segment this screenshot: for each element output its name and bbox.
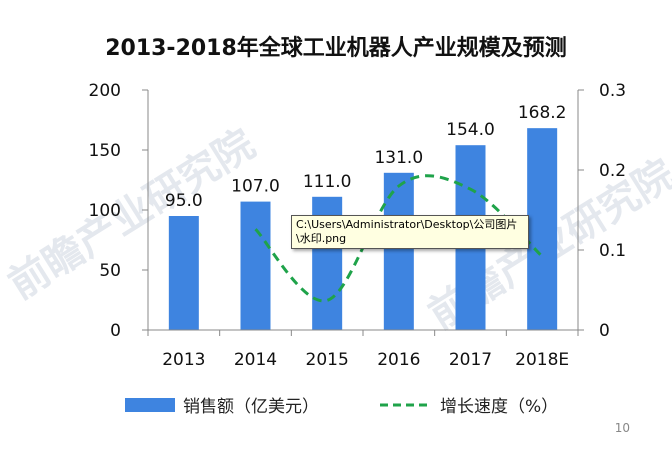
growth-line-layer [254, 174, 544, 303]
bar-2013 [168, 216, 199, 330]
chart-title: 2013-2018年全球工业机器人产业规模及预测 [105, 35, 567, 61]
data-label-2018E: 168.2 [518, 103, 567, 123]
data-label-2015: 111.0 [303, 172, 352, 192]
left-tick-label: 200 [89, 81, 121, 101]
right-tick-label: 0.2 [599, 161, 626, 181]
axes-layer: 0 50 100 150 200 0 0.1 0.2 0.3 2013 2014 2015 2016 20… [89, 81, 627, 370]
x-tick-label-2015: 2015 [306, 350, 349, 370]
x-tick-label-2018E: 2018E [515, 350, 569, 370]
data-label-2016: 131.0 [374, 148, 423, 168]
tooltip-line-2: \水印.png [296, 232, 347, 245]
growth-rate-line [254, 174, 544, 303]
legend-label-growth: 增长速度（%） [440, 397, 558, 417]
data-labels-layer: 95.0 107.0 111.0 131.0 154.0 168.2 [165, 103, 567, 211]
watermark-left: 前瞻产业研究院 [1, 121, 263, 308]
left-tick-label: 50 [99, 261, 121, 281]
right-tick-label: 0.1 [599, 241, 626, 261]
data-label-2017: 154.0 [446, 120, 495, 140]
data-label-2013: 95.0 [165, 191, 203, 211]
x-tick-label-2016: 2016 [377, 350, 420, 370]
bar-2014 [240, 201, 271, 330]
right-tick-label: 0.3 [599, 81, 626, 101]
legend-label-sales: 销售额（亿美元） [183, 397, 319, 417]
left-tick-label: 0 [110, 321, 121, 341]
legend: 销售额（亿美元） 增长速度（%） [125, 397, 558, 417]
bars-layer [168, 128, 558, 330]
legend-swatch-sales [125, 398, 175, 412]
left-tick-label: 100 [89, 201, 121, 221]
x-tick-label-2013: 2013 [162, 350, 205, 370]
bar-2016 [383, 172, 414, 330]
file-path-tooltip: C:\Users\Administrator\Desktop\公司图片 \水印.… [291, 215, 529, 249]
tooltip-line-1: C:\Users\Administrator\Desktop\公司图片 [296, 218, 518, 231]
page-number: 10 [615, 421, 630, 435]
x-tick-label-2017: 2017 [449, 350, 492, 370]
x-tick-label-2014: 2014 [234, 350, 277, 370]
left-tick-label: 150 [89, 141, 121, 161]
right-tick-label: 0 [599, 321, 610, 341]
data-label-2014: 107.0 [231, 177, 280, 197]
bar-2018E [527, 128, 558, 330]
